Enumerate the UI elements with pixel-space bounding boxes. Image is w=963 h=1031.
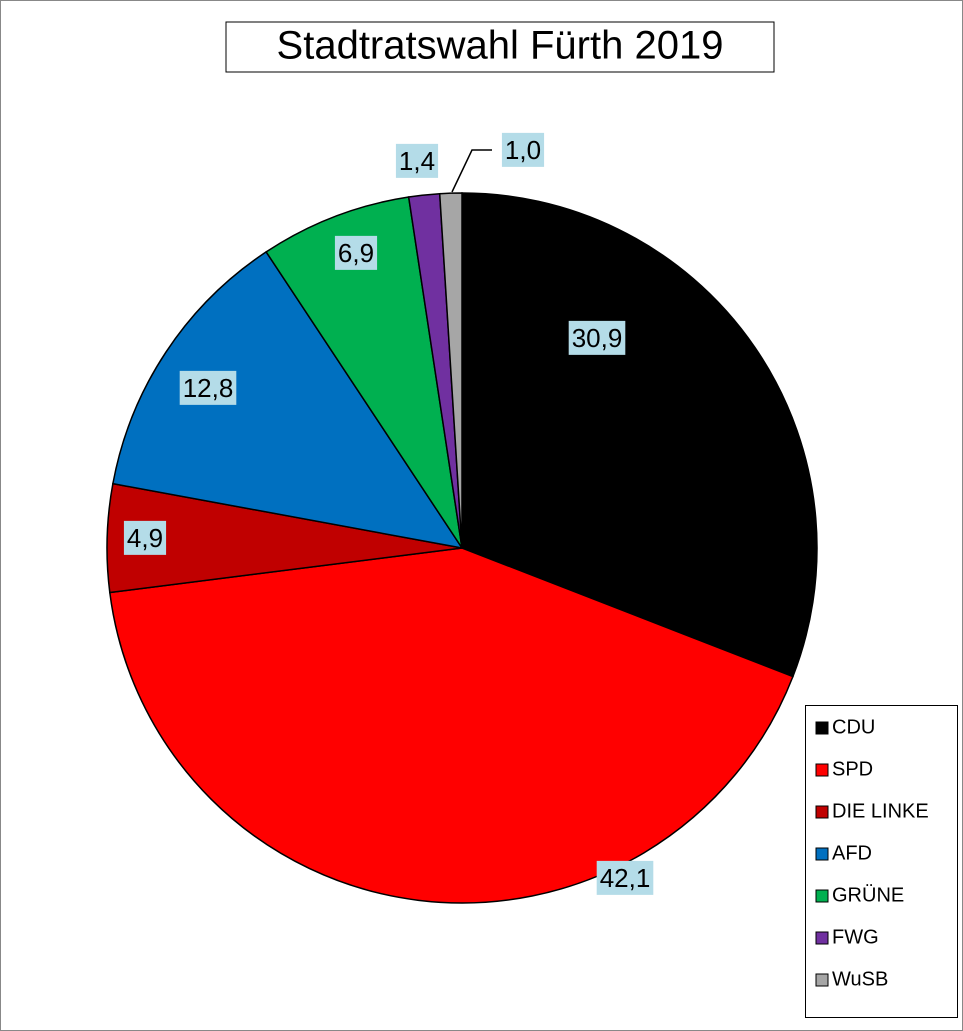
legend-swatch (815, 763, 829, 777)
pie-slice (265, 196, 463, 549)
data-label-bg (334, 235, 378, 270)
title-box (225, 21, 775, 73)
data-label: 42,1 (600, 863, 651, 893)
data-label: 30,9 (572, 323, 623, 353)
data-label-bg (501, 132, 545, 167)
leader-line (451, 149, 492, 193)
legend-label: SPD (832, 758, 873, 780)
data-label-group: 1,0 (501, 132, 545, 167)
data-label-bg (123, 520, 167, 555)
data-label-bg (395, 143, 439, 178)
legend-box (805, 705, 958, 1018)
pie-slice (438, 192, 463, 549)
legend-label: GRÜNE (832, 884, 904, 906)
legend-swatch (815, 847, 829, 861)
legend-swatch (815, 721, 829, 735)
legend-label: FWG (832, 926, 879, 948)
data-label: 1,0 (505, 135, 541, 165)
data-label-group: 6,9 (334, 235, 378, 270)
data-label-bg (596, 860, 654, 895)
data-label-group: 12,8 (179, 370, 237, 405)
legend-label: WuSB (832, 968, 888, 990)
data-label: 1,4 (399, 146, 435, 176)
data-label-group: 42,1 (596, 860, 654, 895)
pie-slice (108, 547, 794, 904)
legend-swatch (815, 889, 829, 903)
legend-label: AFD (832, 842, 872, 864)
data-label: 12,8 (183, 373, 234, 403)
data-label-bg (179, 370, 237, 405)
data-label-bg (568, 320, 626, 355)
pie-slice (112, 250, 464, 550)
data-label: 4,9 (127, 523, 163, 553)
chart-title: Stadtratswahl Fürth 2019 (277, 24, 724, 68)
legend-label: DIE LINKE (832, 800, 929, 822)
data-label: 6,9 (338, 238, 374, 268)
data-label-group: 30,9 (568, 320, 626, 355)
legend-swatch (815, 931, 829, 945)
data-label-group: 1,4 (395, 143, 439, 178)
legend-swatch (815, 973, 829, 987)
pie-slice (461, 192, 818, 678)
legend-swatch (815, 805, 829, 819)
legend-label: CDU (832, 716, 875, 738)
data-label-group: 4,9 (123, 520, 167, 555)
